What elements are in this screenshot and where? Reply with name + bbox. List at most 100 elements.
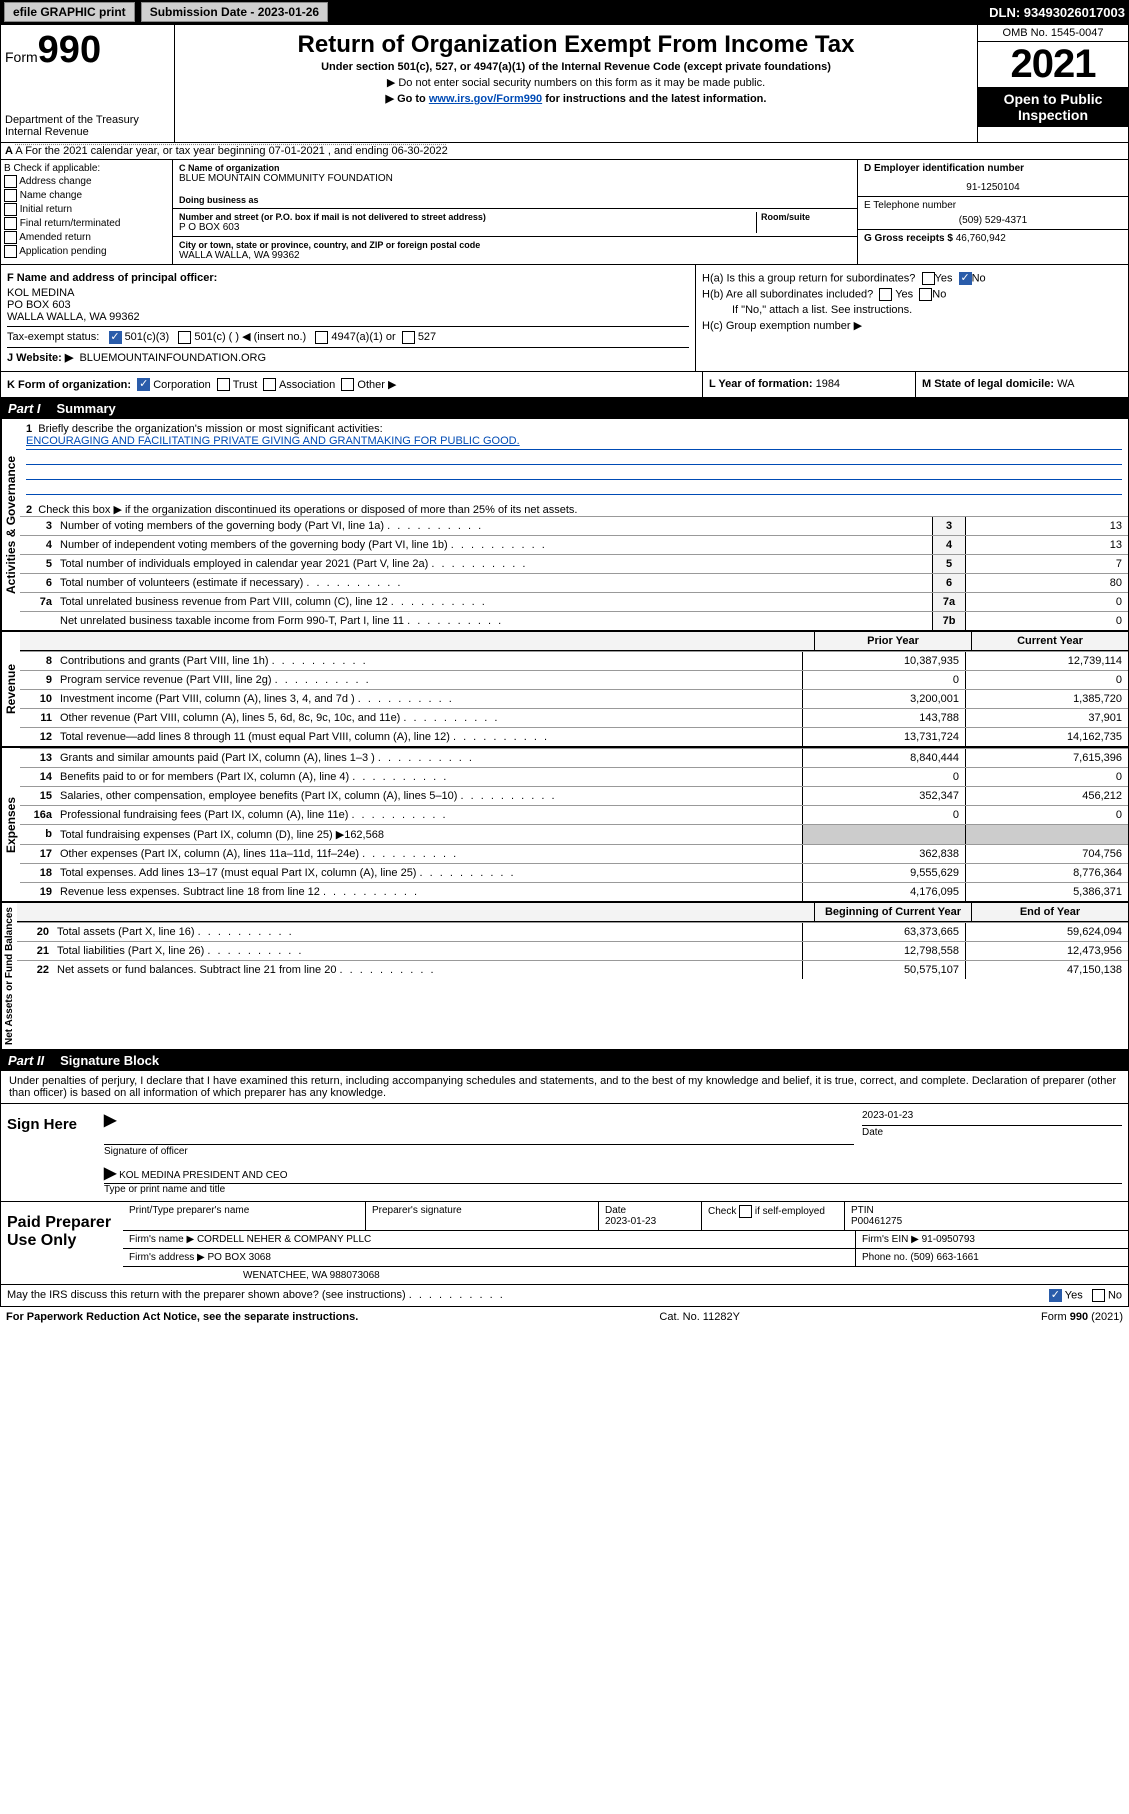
- lbl-amended: Amended return: [19, 232, 91, 243]
- lbl-trust: Trust: [233, 379, 258, 391]
- firm-phone-label: Phone no.: [862, 1252, 908, 1263]
- note-ssn: ▶ Do not enter social security numbers o…: [179, 76, 973, 89]
- efile-print-button[interactable]: efile GRAPHIC print: [4, 2, 135, 22]
- cb-527[interactable]: [402, 331, 415, 344]
- line-item: 11Other revenue (Part VIII, column (A), …: [20, 708, 1128, 727]
- line-item: 4Number of independent voting members of…: [20, 535, 1128, 554]
- tax-exempt-label: Tax-exempt status:: [7, 331, 99, 343]
- part2-title: Signature Block: [60, 1053, 159, 1068]
- mid-right-h: H(a) Is this a group return for subordin…: [695, 265, 1128, 371]
- cb-hb-yes[interactable]: [879, 288, 892, 301]
- line-item: 12Total revenue—add lines 8 through 11 (…: [20, 727, 1128, 746]
- end-year-header: End of Year: [971, 903, 1128, 921]
- cb-address-change[interactable]: [4, 175, 17, 188]
- prep-check-label: Check if self-employed: [708, 1206, 825, 1217]
- lbl-name-change: Name change: [20, 190, 82, 201]
- open-public-badge: Open to Public Inspection: [978, 87, 1128, 127]
- lbl-corp: Corporation: [153, 379, 210, 391]
- ein-value: 91-1250104: [864, 174, 1122, 193]
- firm-addr2-value: WENATCHEE, WA 988073068: [123, 1267, 1128, 1284]
- org-name-label: C Name of organization: [179, 163, 851, 173]
- phone-value: (509) 529-4371: [864, 211, 1122, 226]
- prior-year-header: Prior Year: [814, 632, 971, 650]
- line-item: Net unrelated business taxable income fr…: [20, 611, 1128, 630]
- prep-sig-label: Preparer's signature: [366, 1202, 599, 1230]
- cb-name-change[interactable]: [4, 189, 17, 202]
- hb-label: H(b) Are all subordinates included?: [702, 288, 873, 300]
- row-a-text: A For the 2021 calendar year, or tax yea…: [15, 145, 447, 157]
- footer-mid: Cat. No. 11282Y: [659, 1311, 740, 1323]
- org-name: BLUE MOUNTAIN COMMUNITY FOUNDATION: [179, 173, 851, 184]
- website-value: BLUEMOUNTAINFOUNDATION.ORG: [79, 352, 266, 364]
- lbl-irs-no: No: [1108, 1290, 1122, 1302]
- lbl-hb-no: No: [932, 288, 946, 300]
- line-item: 15Salaries, other compensation, employee…: [20, 786, 1128, 805]
- cb-501c[interactable]: [178, 331, 191, 344]
- line-item: 6Total number of volunteers (estimate if…: [20, 573, 1128, 592]
- line-item: 18Total expenses. Add lines 13–17 (must …: [20, 863, 1128, 882]
- part1-section: Activities & Governance 1 Briefly descri…: [0, 419, 1129, 1050]
- cb-other[interactable]: [341, 378, 354, 391]
- arrow-icon: ▶: [104, 1165, 116, 1182]
- ptin-value: P00461275: [851, 1216, 902, 1227]
- cb-assoc[interactable]: [263, 378, 276, 391]
- phone-label: E Telephone number: [864, 200, 1122, 211]
- line-item: 8Contributions and grants (Part VIII, li…: [20, 651, 1128, 670]
- note2-post: for instructions and the latest informat…: [542, 93, 766, 105]
- mission-answer: ENCOURAGING AND FACILITATING PRIVATE GIV…: [26, 435, 1122, 450]
- gross-label: G Gross receipts $: [864, 233, 953, 244]
- irs-link[interactable]: www.irs.gov/Form990: [429, 93, 542, 105]
- tab-revenue: Revenue: [1, 632, 20, 746]
- lbl-irs-yes: Yes: [1065, 1290, 1083, 1302]
- paid-preparer-label: Paid Preparer Use Only: [1, 1202, 123, 1284]
- cb-initial-return[interactable]: [4, 203, 17, 216]
- lbl-assoc: Association: [279, 379, 335, 391]
- form-title: Return of Organization Exempt From Incom…: [179, 31, 973, 59]
- prep-date-label: Date: [605, 1205, 626, 1216]
- firm-addr1-value: PO BOX 3068: [208, 1252, 271, 1263]
- line-item: 13Grants and similar amounts paid (Part …: [20, 748, 1128, 767]
- form-prefix: Form: [5, 49, 38, 65]
- cb-ha-no[interactable]: ✓: [959, 272, 972, 285]
- sig-date-label: Date: [862, 1127, 1122, 1138]
- cb-irs-yes[interactable]: ✓: [1049, 1289, 1062, 1302]
- line-item: 22Net assets or fund balances. Subtract …: [17, 960, 1128, 979]
- lbl-ha-no: No: [972, 272, 986, 284]
- officer-addr1: PO BOX 603: [7, 299, 689, 311]
- lbl-address-change: Address change: [19, 176, 91, 187]
- firm-name-value: CORDELL NEHER & COMPANY PLLC: [197, 1234, 371, 1245]
- col-b-title: B Check if applicable:: [4, 163, 169, 174]
- m-label: M State of legal domicile:: [922, 378, 1054, 390]
- cb-final-return[interactable]: [4, 217, 17, 230]
- cb-irs-no[interactable]: [1092, 1289, 1105, 1302]
- form-990-cell: Form990 Department of the TreasuryIntern…: [1, 25, 175, 142]
- cb-app-pending[interactable]: [4, 245, 17, 258]
- page-footer: For Paperwork Reduction Act Notice, see …: [0, 1307, 1129, 1327]
- cb-amended[interactable]: [4, 231, 17, 244]
- cb-501c3[interactable]: ✓: [109, 331, 122, 344]
- cb-hb-no[interactable]: [919, 288, 932, 301]
- cb-ha-yes[interactable]: [922, 272, 935, 285]
- cb-trust[interactable]: [217, 378, 230, 391]
- form-subtitle: Under section 501(c), 527, or 4947(a)(1)…: [179, 61, 973, 73]
- sign-here-label: Sign Here: [1, 1104, 98, 1201]
- firm-name-label: Firm's name ▶: [129, 1234, 194, 1245]
- form-number: 990: [38, 29, 101, 71]
- firm-ein-label: Firm's EIN ▶: [862, 1234, 919, 1245]
- sig-officer-label: Signature of officer: [104, 1146, 854, 1157]
- line-item: 9Program service revenue (Part VIII, lin…: [20, 670, 1128, 689]
- room-label: Room/suite: [761, 212, 851, 222]
- cb-corp[interactable]: ✓: [137, 378, 150, 391]
- arrow-icon: ▶: [104, 1112, 116, 1129]
- submission-date-button[interactable]: Submission Date - 2023-01-26: [141, 2, 328, 22]
- lbl-app-pending: Application pending: [19, 246, 106, 257]
- cb-self-employed[interactable]: [739, 1205, 752, 1218]
- q1-text: Briefly describe the organization's miss…: [38, 423, 382, 435]
- city-label: City or town, state or province, country…: [179, 240, 851, 250]
- cb-4947[interactable]: [315, 331, 328, 344]
- col-d-ein-phone: D Employer identification number 91-1250…: [857, 160, 1128, 264]
- note-link: ▶ Go to www.irs.gov/Form990 for instruct…: [179, 92, 973, 105]
- l-value: 1984: [816, 378, 840, 390]
- tab-expenses: Expenses: [1, 748, 20, 901]
- header-right: OMB No. 1545-0047 2021 Open to Public In…: [977, 25, 1128, 142]
